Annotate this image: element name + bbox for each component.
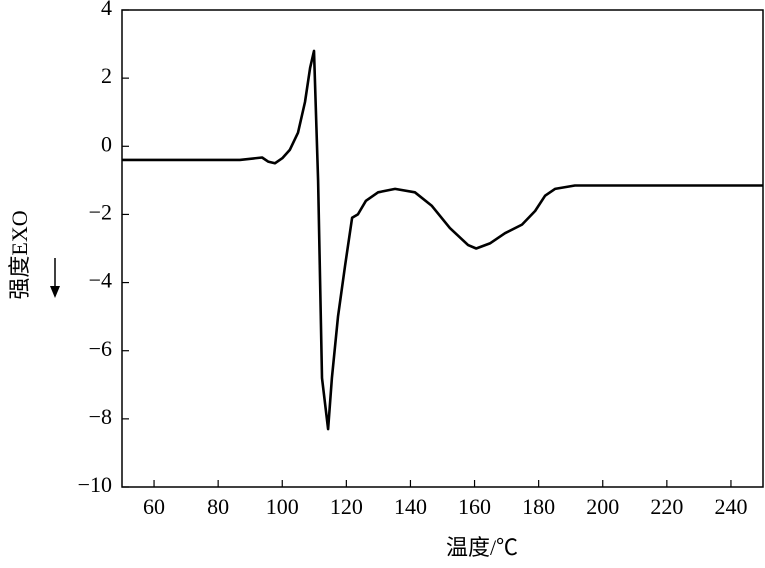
x-tick-label: 200: [586, 494, 619, 519]
y-tick-label: 4: [101, 0, 112, 20]
x-tick-label: 140: [394, 494, 427, 519]
x-tick-label: 60: [143, 494, 165, 519]
x-tick-label: 100: [266, 494, 299, 519]
y-tick-label: −10: [78, 472, 112, 497]
x-tick-label: 180: [522, 494, 555, 519]
y-tick-label: −2: [89, 199, 112, 224]
plot-frame: [121, 9, 764, 488]
y-tick-label: −8: [89, 404, 112, 429]
y-tick-label: −6: [89, 336, 112, 361]
x-tick-label: 120: [330, 494, 363, 519]
x-tick-label: 160: [458, 494, 491, 519]
y-tick-label: −4: [89, 268, 112, 293]
x-tick-label: 220: [650, 494, 683, 519]
data-line: [122, 49, 763, 431]
x-axis-label: 温度/℃: [446, 535, 518, 560]
y-tick-label: 2: [101, 63, 112, 88]
x-tick-label: 80: [207, 494, 229, 519]
x-tick-label: 240: [714, 494, 747, 519]
y-tick-label: 0: [101, 131, 112, 156]
y-arrow: [50, 258, 60, 298]
y-axis-label: 强度EXO: [7, 210, 32, 299]
